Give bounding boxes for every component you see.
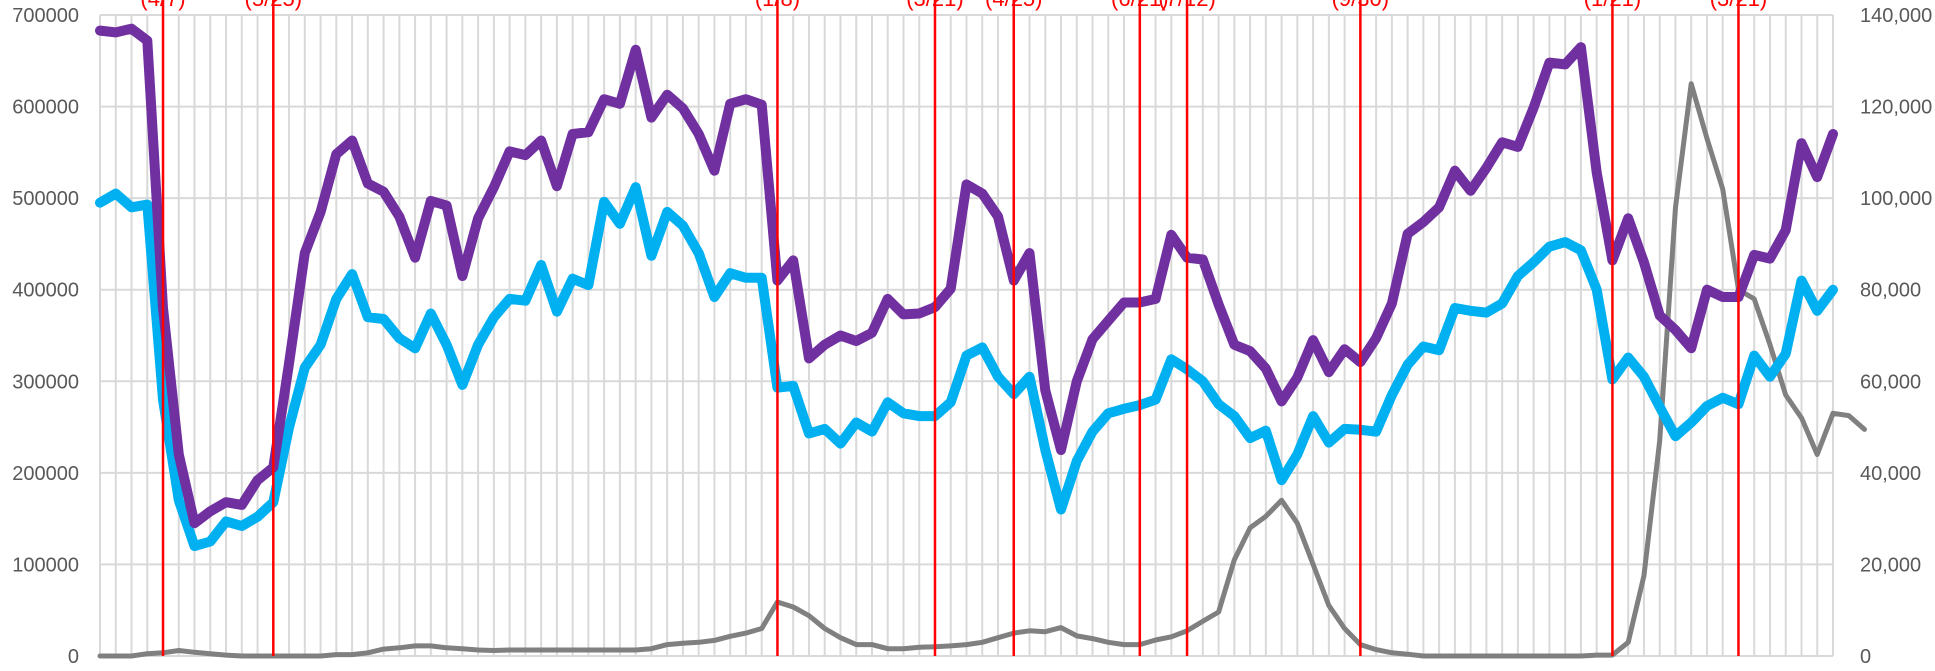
y2-tick-label: 40,000 (1860, 463, 1921, 485)
y-tick-label: 0 (68, 646, 79, 668)
event-marker-label: (3/21) (906, 0, 963, 11)
series-line-2 (97, 81, 1867, 659)
y2-tick-label: 100,000 (1860, 188, 1932, 210)
y2-tick-label: 20,000 (1860, 554, 1921, 576)
y-tick-label: 300000 (12, 371, 79, 393)
chart-grid (99, 14, 1834, 657)
y-tick-label: 600000 (12, 97, 79, 119)
y2-tick-label: 140,000 (1860, 5, 1932, 27)
y-tick-label: 100000 (12, 554, 79, 576)
event-marker-label: (3/21) (1710, 0, 1767, 11)
event-marker-label: (1/21) (1584, 0, 1641, 11)
event-marker-label: (7/12) (1158, 0, 1215, 11)
y2-tick-label: 60,000 (1860, 371, 1921, 393)
data-series (95, 23, 1867, 659)
event-marker-label: (9/30) (1332, 0, 1389, 11)
y-tick-label: 200000 (12, 463, 79, 485)
y-tick-label: 500000 (12, 188, 79, 210)
event-marker-label: (6/21) (1111, 0, 1168, 11)
y-tick-label: 400000 (12, 280, 79, 302)
event-markers: (4/7) (5/25) (1/8) (3/21) (4/25) (6/21)(7/12)… (140, 0, 1767, 656)
y-tick-label: 700000 (12, 5, 79, 27)
y2-tick-label: 120,000 (1860, 97, 1932, 119)
series-line-1 (95, 182, 1838, 552)
left-axis-tick-labels: 0 100000 200000 300000 400000 500000 600000 700… (12, 5, 79, 668)
y2-tick-label: 80,000 (1860, 280, 1921, 302)
event-marker-label: (5/25) (245, 0, 302, 11)
event-marker-label: (4/7) (140, 0, 185, 11)
event-marker-label: (4/25) (985, 0, 1042, 11)
right-axis-tick-labels: 0 20,000 40,000 60,000 80,000 100,000 120,000 1… (1860, 5, 1932, 668)
series-line-0 (95, 23, 1838, 529)
event-marker-label: (1/8) (755, 0, 800, 11)
y2-tick-label: 0 (1860, 646, 1871, 668)
